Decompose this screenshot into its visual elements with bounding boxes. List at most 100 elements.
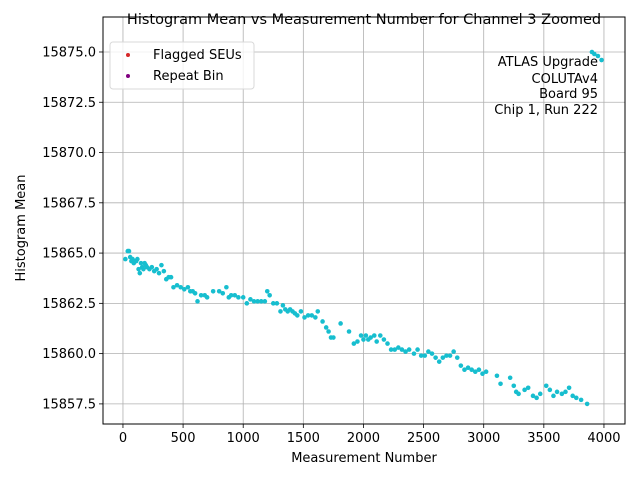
data-point: [447, 353, 453, 358]
data-point: [228, 293, 234, 298]
data-point: [381, 337, 387, 342]
data-point: [374, 339, 379, 344]
data-point: [543, 383, 549, 389]
data-point: [171, 284, 176, 290]
data-point: [584, 401, 590, 407]
legend-label-repeat-bin: Repeat Bin: [153, 69, 224, 84]
x-tick-label: 4000: [587, 431, 620, 446]
data-point: [149, 264, 155, 270]
data-point: [156, 270, 162, 276]
legend-box: [109, 41, 255, 90]
y-tick-label: 15870.0: [42, 146, 96, 161]
x-tick-label: 500: [171, 431, 196, 446]
data-point: [573, 395, 579, 401]
y-axis-ticks: 15857.5 15860.0 15862.5 15865.0 15867.5 15870…: [42, 45, 103, 412]
data-point: [385, 341, 390, 346]
data-point: [396, 345, 401, 350]
data-point: [599, 57, 604, 63]
x-tick-label: 3500: [527, 431, 560, 446]
y-tick-label: 15862.5: [42, 297, 96, 312]
data-point: [451, 349, 456, 354]
data-point: [566, 385, 572, 391]
data-point: [592, 51, 597, 57]
data-point: [403, 349, 408, 354]
data-point: [159, 262, 164, 268]
data-point: [351, 341, 357, 346]
data-point: [415, 347, 420, 352]
data-point: [274, 301, 280, 306]
data-point: [507, 375, 513, 381]
y-tick-label: 15857.5: [42, 397, 96, 412]
data-point: [320, 319, 325, 324]
data-point: [361, 337, 366, 342]
x-tick-label: 1500: [287, 431, 320, 446]
data-point: [302, 315, 307, 320]
data-point: [595, 53, 601, 59]
data-point: [313, 315, 318, 320]
y-axis-label: Histogram Mean: [14, 175, 29, 282]
data-point: [371, 333, 377, 338]
data-point: [280, 303, 286, 308]
data-point: [516, 391, 521, 397]
data-point: [559, 391, 565, 397]
x-tick-label: 0: [119, 431, 127, 446]
data-point: [444, 353, 449, 358]
data-point: [262, 299, 268, 304]
data-point: [210, 288, 216, 294]
y-tick-label: 15860.0: [42, 347, 96, 362]
annotation: ATLAS Upgrade COLUTAv4 Board 95 Chip 1, …: [494, 55, 598, 118]
data-point: [315, 309, 321, 314]
data-point: [174, 282, 180, 288]
data-point: [465, 365, 471, 370]
data-point: [123, 256, 128, 262]
data-point: [258, 299, 264, 304]
data-point: [554, 389, 560, 395]
data-point: [141, 266, 146, 272]
data-point: [418, 353, 424, 358]
data-point: [406, 347, 412, 352]
data-point: [278, 309, 283, 314]
data-point: [530, 393, 536, 399]
data-point: [161, 268, 167, 274]
data-point: [326, 329, 331, 334]
annotation-line-3: Board 95: [539, 87, 598, 102]
data-point: [136, 266, 141, 272]
legend-marker-flagged-seus: [126, 53, 130, 57]
data-point: [578, 397, 584, 403]
data-point: [534, 395, 539, 401]
data-point: [399, 347, 405, 352]
data-point: [338, 321, 343, 326]
x-tick-label: 2500: [407, 431, 440, 446]
data-point: [236, 295, 241, 300]
data-point: [440, 355, 446, 360]
chart-title: Histogram Mean vs Measurement Number for…: [127, 12, 601, 28]
data-point: [454, 355, 460, 360]
data-point: [216, 288, 222, 294]
data-point: [436, 359, 442, 364]
y-tick-label: 15875.0: [42, 45, 96, 60]
data-point: [469, 367, 474, 373]
data-point: [220, 290, 226, 296]
data-point: [295, 313, 300, 318]
data-point: [426, 349, 431, 354]
data-point: [224, 284, 229, 290]
data-point: [368, 335, 373, 340]
data-point: [255, 299, 260, 304]
data-point: [433, 355, 438, 360]
data-point: [570, 393, 575, 399]
y-tick-label: 15872.5: [42, 96, 96, 111]
data-point: [462, 367, 467, 373]
data-point: [204, 295, 210, 300]
data-point: [232, 293, 238, 298]
data-point: [135, 256, 140, 262]
data-point: [251, 299, 257, 304]
data-point: [305, 313, 311, 318]
data-point: [494, 373, 500, 379]
data-point: [522, 387, 527, 393]
data-point: [563, 389, 568, 395]
data-point: [178, 284, 183, 290]
data-point: [411, 351, 417, 356]
x-axis-label: Measurement Number: [291, 451, 437, 466]
data-point: [181, 286, 187, 292]
